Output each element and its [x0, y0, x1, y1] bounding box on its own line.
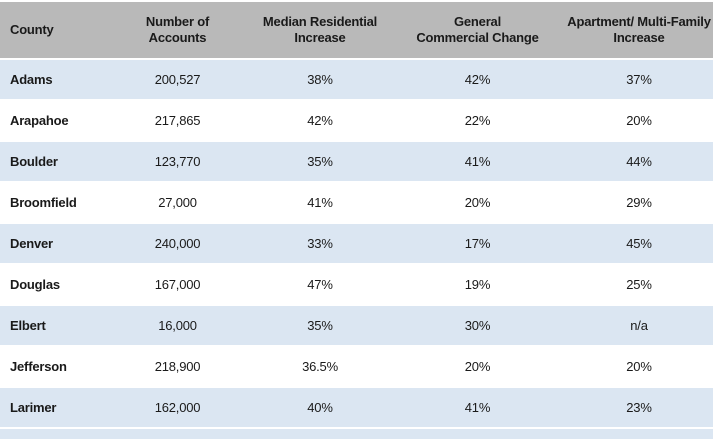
cell-accounts: 16,000 [105, 306, 250, 345]
cell-commercial: 30% [390, 306, 565, 345]
column-header-commercial-line2: Commercial Change [416, 30, 539, 45]
cell-apartment: 20% [565, 347, 713, 386]
cell-residential: 40% [250, 388, 390, 427]
partial-clipped-row-cell [0, 429, 713, 439]
cell-commercial: 41% [390, 388, 565, 427]
table-row: Arapahoe 217,865 42% 22% 20% [0, 101, 713, 140]
cell-apartment: 37% [565, 60, 713, 99]
table-row: Boulder 123,770 35% 41% 44% [0, 142, 713, 181]
cell-accounts: 27,000 [105, 183, 250, 222]
cell-county: Broomfield [0, 183, 105, 222]
table-body: Adams 200,527 38% 42% 37% Arapahoe 217,8… [0, 60, 713, 427]
cell-accounts: 167,000 [105, 265, 250, 304]
cell-residential: 42% [250, 101, 390, 140]
cell-county: Arapahoe [0, 101, 105, 140]
column-header-accounts-line1: Number of [145, 14, 210, 29]
cell-residential: 36.5% [250, 347, 390, 386]
cell-county: Douglas [0, 265, 105, 304]
table-row: Elbert 16,000 35% 30% n/a [0, 306, 713, 345]
column-header-accounts-line2: Accounts [148, 30, 207, 45]
cell-commercial: 22% [390, 101, 565, 140]
cell-commercial: 42% [390, 60, 565, 99]
column-header-commercial: General Commercial Change [390, 2, 565, 58]
table-row: Denver 240,000 33% 17% 45% [0, 224, 713, 263]
column-header-commercial-line1: General [453, 14, 501, 29]
cell-residential: 33% [250, 224, 390, 263]
column-header-county: County [0, 2, 105, 58]
cell-county: Larimer [0, 388, 105, 427]
cell-commercial: 41% [390, 142, 565, 181]
cell-residential: 38% [250, 60, 390, 99]
cell-county: Jefferson [0, 347, 105, 386]
column-header-county-line1: County [10, 22, 54, 37]
cell-apartment: n/a [565, 306, 713, 345]
table-row: Broomfield 27,000 41% 20% 29% [0, 183, 713, 222]
column-header-apartment-line2: Increase [613, 30, 665, 45]
column-header-residential-line1: Median Residential [262, 14, 378, 29]
column-header-apartment-line1: Apartment/ Multi-Family [567, 14, 711, 29]
column-header-residential: Median Residential Increase [250, 2, 390, 58]
partial-clipped-row [0, 429, 713, 439]
column-header-accounts: Number of Accounts [105, 2, 250, 58]
column-header-apartment: Apartment/ Multi-Family Increase [565, 2, 713, 58]
cell-accounts: 123,770 [105, 142, 250, 181]
cell-apartment: 23% [565, 388, 713, 427]
cell-accounts: 240,000 [105, 224, 250, 263]
header-row: County Number of Accounts Median Residen… [0, 2, 713, 58]
cell-commercial: 19% [390, 265, 565, 304]
table-row: Jefferson 218,900 36.5% 20% 20% [0, 347, 713, 386]
column-header-residential-line2: Increase [294, 30, 346, 45]
cell-apartment: 29% [565, 183, 713, 222]
cell-commercial: 17% [390, 224, 565, 263]
table-row: Douglas 167,000 47% 19% 25% [0, 265, 713, 304]
cell-residential: 35% [250, 142, 390, 181]
cell-accounts: 217,865 [105, 101, 250, 140]
cell-accounts: 162,000 [105, 388, 250, 427]
cell-accounts: 200,527 [105, 60, 250, 99]
cell-apartment: 20% [565, 101, 713, 140]
cell-commercial: 20% [390, 183, 565, 222]
cell-county: Adams [0, 60, 105, 99]
cell-apartment: 25% [565, 265, 713, 304]
cell-apartment: 45% [565, 224, 713, 263]
cell-residential: 35% [250, 306, 390, 345]
table-row: Adams 200,527 38% 42% 37% [0, 60, 713, 99]
cell-county: Denver [0, 224, 105, 263]
cell-residential: 47% [250, 265, 390, 304]
cell-accounts: 218,900 [105, 347, 250, 386]
cell-apartment: 44% [565, 142, 713, 181]
table-row: Larimer 162,000 40% 41% 23% [0, 388, 713, 427]
cell-county: Elbert [0, 306, 105, 345]
cell-residential: 41% [250, 183, 390, 222]
cell-commercial: 20% [390, 347, 565, 386]
cell-county: Boulder [0, 142, 105, 181]
